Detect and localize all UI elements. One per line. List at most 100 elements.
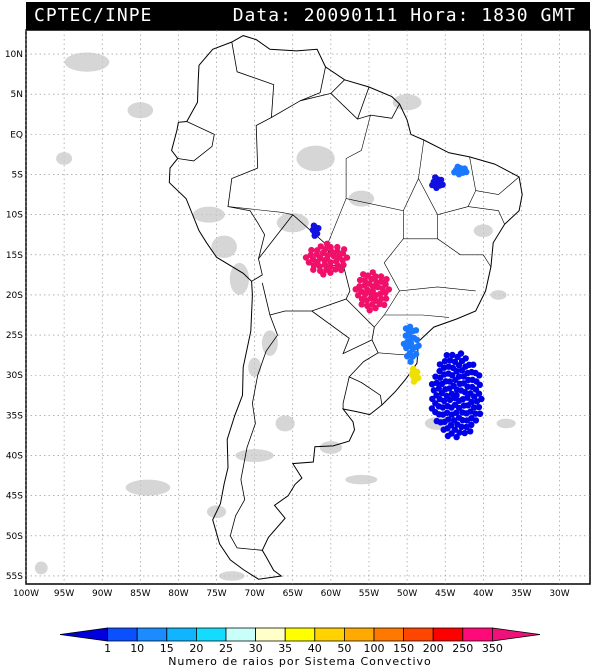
cloud-patch <box>275 415 295 432</box>
lightning-cell <box>467 408 474 415</box>
lightning-cell <box>343 254 351 261</box>
lightning-cell <box>412 350 420 358</box>
lon-tick-label: 30W <box>549 589 569 599</box>
lat-tick-label: 35S <box>6 411 23 421</box>
cloud-patch <box>261 330 278 356</box>
lightning-cell <box>356 276 364 284</box>
lightning-cell <box>361 277 368 284</box>
lat-tick-label: 10N <box>5 50 23 60</box>
colorbar-label: 250 <box>452 642 474 655</box>
latitude-labels: 10N 5N EQ 5S 10S 15S 20S 25S 30S 35S 40S 45S 50S 55S <box>5 50 23 582</box>
cloud-patch <box>496 418 516 429</box>
country-border <box>229 314 278 551</box>
country-border <box>311 298 375 355</box>
title-datetime: Data: 20090111 Hora: 1830 GMT <box>232 5 576 26</box>
lat-tick-label: 40S <box>6 452 23 462</box>
cloud-patch <box>211 235 237 258</box>
cluster-maranhao <box>429 174 446 191</box>
cluster-atlantic <box>428 350 485 441</box>
lat-tick-label: EQ <box>10 130 23 140</box>
lon-tick-label: 70W <box>244 589 264 599</box>
cloud-patch <box>348 190 375 207</box>
lightning-cell <box>478 395 485 403</box>
lightning-cell <box>400 340 408 348</box>
lightning-cell <box>443 392 450 400</box>
lightning-cell <box>407 358 414 365</box>
lightning-cell <box>444 432 452 440</box>
lightning-cell <box>413 336 421 343</box>
colorbar-label: 50 <box>337 642 352 655</box>
lightning-cell <box>377 290 384 298</box>
lightning-cell <box>448 390 456 398</box>
map-frame <box>25 29 591 585</box>
cloud-patch <box>473 224 493 238</box>
lightning-cell <box>438 390 446 397</box>
cloud-patch <box>345 474 378 485</box>
colorbar-swatch <box>432 627 464 642</box>
cloud-patch <box>229 262 250 295</box>
lightning-cell <box>327 269 334 276</box>
country-border <box>177 121 215 162</box>
lightning-cell <box>378 295 385 303</box>
lightning-cell <box>428 405 436 412</box>
colorbar-swatch <box>284 627 316 642</box>
lightning-cell <box>334 243 341 251</box>
lightning-cell <box>332 266 339 273</box>
lightning-cell <box>382 295 390 302</box>
lat-tick-label: 50S <box>6 532 23 542</box>
lightning-cell <box>437 176 445 184</box>
lightning-cell <box>451 169 458 176</box>
colorbar-label: 200 <box>422 642 444 655</box>
longitude-labels: 100W 95W 90W 85W 80W 75W 70W 65W 60W 55W 50W 45W 40W… <box>13 589 570 599</box>
country-border <box>227 167 266 282</box>
lightning-cell <box>433 392 440 399</box>
country-border <box>330 79 345 94</box>
lightning-cell <box>311 232 318 239</box>
title-bar: CPTEC/INPE Data: 20090111 Hora: 1830 GMT <box>26 2 590 30</box>
colorbar-swatch <box>491 627 541 642</box>
lightning-cell <box>428 381 436 388</box>
lightning-cell <box>476 372 483 379</box>
lightning-cell <box>415 342 422 349</box>
colorbar-label: 350 <box>481 642 503 655</box>
lightning-cell <box>439 181 446 188</box>
lightning-cell <box>360 271 367 278</box>
lightning-cell <box>433 417 440 425</box>
lat-tick-label: 55S <box>6 572 23 582</box>
cluster-parana <box>400 323 422 365</box>
lightning-cell <box>458 423 465 430</box>
cloud-patch <box>127 102 154 119</box>
colorbar-swatch <box>166 627 197 642</box>
lat-tick-label: 15S <box>6 251 23 261</box>
lightning-cell <box>440 426 447 433</box>
lightning-cell <box>436 361 444 368</box>
lightning-cell <box>461 429 468 437</box>
lightning-cell <box>373 278 380 286</box>
cloud-patch <box>64 52 110 72</box>
colorbar-labels: 1 10 15 20 25 30 35 40 50 100 150 200 250 350 <box>0 642 600 656</box>
lightning-cell <box>429 181 436 189</box>
lightning-cell <box>310 222 318 229</box>
lat-tick-label: 30S <box>6 371 23 381</box>
lon-tick-label: 90W <box>92 589 112 599</box>
colorbar-swatch <box>136 627 168 642</box>
colorbar-swatch <box>403 627 434 642</box>
lat-tick-label: 25S <box>6 331 23 341</box>
state-border <box>326 115 371 246</box>
lightning-cell <box>340 261 347 269</box>
lightning-cell <box>454 163 461 170</box>
lightning-cell <box>366 307 373 314</box>
cloud-patch <box>125 479 171 496</box>
lightning-cell <box>358 296 366 303</box>
lightning-cell <box>382 281 389 288</box>
lightning-cell <box>435 385 442 392</box>
state-border <box>418 178 492 268</box>
lightning-cell <box>455 373 463 380</box>
country-border <box>271 66 326 118</box>
lon-tick-label: 75W <box>206 589 226 599</box>
lightning-cell <box>438 380 446 387</box>
cloud-patch <box>296 145 335 172</box>
lightning-cell <box>472 417 480 424</box>
lightning-cell <box>358 301 365 308</box>
colorbar-label: 40 <box>307 642 322 655</box>
